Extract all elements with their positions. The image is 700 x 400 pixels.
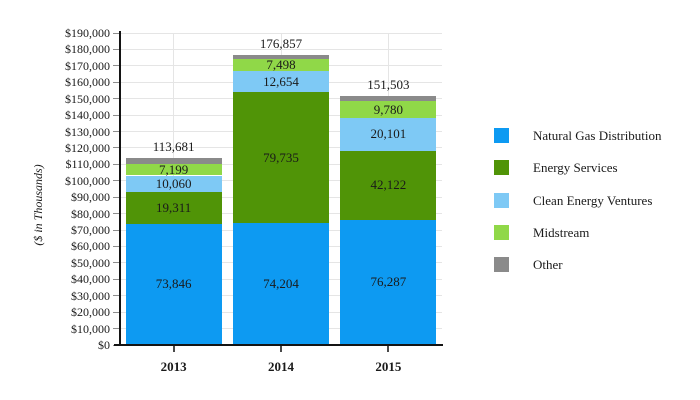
y-axis-tick-label: $20,000 bbox=[71, 305, 110, 320]
y-axis-tick-label: $170,000 bbox=[65, 58, 110, 73]
x-axis-tick bbox=[172, 346, 175, 352]
x-axis-tick bbox=[280, 346, 282, 352]
x-axis-line bbox=[114, 344, 443, 346]
y-axis-tick bbox=[113, 147, 120, 149]
bar-segment-clean-energy-ventures-2015: 20,101 bbox=[340, 117, 437, 151]
y-axis-tick-label: $160,000 bbox=[65, 75, 110, 90]
y-axis-tick-label: $110,000 bbox=[65, 157, 110, 172]
legend-swatch-energy-services bbox=[494, 160, 509, 176]
y-axis-tick-label: $40,000 bbox=[71, 272, 110, 287]
y-axis-line bbox=[119, 31, 121, 346]
y-axis-tick-label: $120,000 bbox=[65, 140, 110, 155]
y-axis-tick bbox=[113, 311, 120, 313]
y-axis-tick bbox=[113, 278, 120, 280]
y-axis-tick bbox=[113, 229, 120, 231]
bar-segment-clean-energy-ventures-2013: 10,060 bbox=[125, 175, 222, 193]
bar-segment-natural-gas-distribution-2013: 73,846 bbox=[125, 223, 222, 345]
legend-swatch-natural-gas-distribution bbox=[494, 128, 509, 143]
y-axis-tick-label: $80,000 bbox=[71, 206, 110, 221]
legend-label-other: Other bbox=[533, 257, 563, 273]
y-axis-tick bbox=[113, 98, 120, 100]
bar-segment-energy-services-2014: 79,735 bbox=[233, 92, 329, 224]
y-axis-tick bbox=[113, 32, 120, 34]
legend-swatch-midstream bbox=[494, 224, 509, 240]
bar-total-2014: 176,857 bbox=[259, 35, 303, 51]
y-axis-tick-label: $180,000 bbox=[65, 42, 110, 57]
y-axis-tick bbox=[113, 131, 120, 133]
bar-segment-natural-gas-distribution-2015: 76,287 bbox=[340, 219, 437, 345]
y-axis-tick-label: $30,000 bbox=[71, 288, 110, 303]
bar-segment-other-2014 bbox=[233, 54, 329, 60]
y-axis-tick bbox=[113, 114, 120, 116]
bar-segment-energy-services-2015: 42,122 bbox=[340, 150, 437, 220]
y-axis-tick bbox=[113, 295, 120, 297]
bar-segment-natural-gas-distribution-2014: 74,204 bbox=[233, 223, 329, 345]
bar-segment-midstream-2013: 7,199 bbox=[125, 162, 222, 177]
legend-swatch-other bbox=[494, 257, 509, 273]
legend-label-clean-energy-ventures: Clean Energy Ventures bbox=[533, 192, 653, 208]
x-axis-label-2013: 2013 bbox=[160, 359, 187, 374]
y-axis-tick-label: $10,000 bbox=[71, 321, 110, 336]
legend-label-energy-services: Energy Services bbox=[533, 160, 618, 176]
y-axis-tick bbox=[113, 328, 120, 330]
y-axis-tick-label: $150,000 bbox=[65, 91, 110, 106]
legend-label-natural-gas-distribution: Natural Gas Distribution bbox=[533, 128, 662, 143]
bar-segment-other-2015 bbox=[340, 96, 437, 102]
y-axis-tick bbox=[113, 196, 120, 198]
y-axis-tick-label: $60,000 bbox=[71, 239, 110, 254]
bar-segment-midstream-2014: 7,498 bbox=[233, 57, 329, 72]
bar-segment-midstream-2015: 9,780 bbox=[340, 101, 437, 118]
y-axis-tick-label: $0 bbox=[98, 338, 110, 352]
y-axis-tick-label: $50,000 bbox=[71, 255, 110, 270]
y-axis-tick-label: $140,000 bbox=[65, 108, 110, 123]
bar-total-2015: 151,503 bbox=[367, 77, 410, 93]
y-axis-tick bbox=[113, 48, 120, 50]
bar-total-2013: 113,681 bbox=[152, 139, 195, 155]
bar-segment-clean-energy-ventures-2014: 12,654 bbox=[233, 71, 329, 93]
y-axis-tick-label: $90,000 bbox=[71, 190, 110, 205]
y-axis-tick-label: $130,000 bbox=[65, 124, 110, 139]
y-axis-tick-label: $70,000 bbox=[71, 223, 110, 238]
x-axis-label-2015: 2015 bbox=[375, 359, 402, 374]
y-axis-tick bbox=[113, 81, 120, 83]
x-axis-tick bbox=[387, 346, 390, 352]
bar-segment-other-2013 bbox=[125, 158, 222, 164]
y-axis-tick bbox=[113, 180, 120, 182]
y-axis-tick bbox=[113, 262, 120, 264]
y-axis-tick bbox=[113, 163, 120, 165]
bar-segment-energy-services-2013: 19,311 bbox=[125, 192, 222, 224]
y-axis-tick bbox=[113, 245, 120, 247]
legend-swatch-clean-energy-ventures bbox=[494, 192, 509, 208]
legend-label-midstream: Midstream bbox=[533, 224, 590, 240]
x-axis-label-2014: 2014 bbox=[268, 359, 294, 374]
y-axis-tick bbox=[113, 213, 120, 215]
y-axis-tick-label: $190,000 bbox=[65, 26, 110, 40]
y-axis-tick bbox=[113, 65, 120, 67]
y-axis-tick-label: $100,000 bbox=[65, 173, 110, 188]
